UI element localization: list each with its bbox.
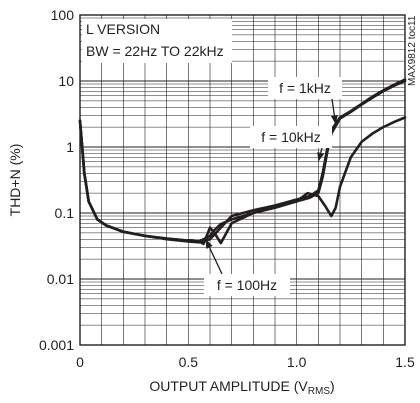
annotation-label-background xyxy=(268,77,342,99)
info-text-box-background xyxy=(82,19,232,63)
y-tick-label: 1 xyxy=(66,139,74,155)
series-group xyxy=(78,78,407,246)
x-axis-title-main: OUTPUT AMPLITUDE (V xyxy=(149,378,308,394)
annotation-label: f = 10kHz xyxy=(261,129,321,145)
annotation-arrowhead xyxy=(205,239,213,249)
x-axis-title: OUTPUT AMPLITUDE (VRMS) xyxy=(149,378,334,397)
annotation-arrowhead xyxy=(317,152,325,162)
x-tick-labels: 0 0.5 1.0 1.5 xyxy=(76,354,415,370)
annotation-label: f = 100Hz xyxy=(217,277,277,293)
y-tick-label: 0.001 xyxy=(39,337,74,353)
annotation-arrowhead xyxy=(330,114,338,125)
annotation-arrow-line xyxy=(331,98,336,116)
figure-id-label: MAX9812 toc11 xyxy=(407,15,418,86)
annotation-label: f = 1kHz xyxy=(279,80,331,96)
y-tick-label: 10 xyxy=(58,73,74,89)
x-tick-label: 0.5 xyxy=(179,354,199,370)
info-text-box: L VERSION BW = 22Hz TO 22kHz xyxy=(82,19,232,63)
plot-frame xyxy=(79,14,406,346)
y-axis-title: THD+N (%) xyxy=(7,144,23,217)
y-tick-label: 0.1 xyxy=(55,205,75,221)
y-tick-label: 0.01 xyxy=(47,271,74,287)
series-line-3 xyxy=(78,79,407,246)
annotation-arrow-line xyxy=(208,247,223,275)
info-text-line-1: L VERSION xyxy=(86,21,160,37)
grid xyxy=(79,14,406,346)
y-tick-label: 100 xyxy=(51,7,75,23)
x-tick-label: 1.0 xyxy=(287,354,307,370)
x-tick-label: 1.5 xyxy=(395,354,415,370)
info-text-line-2: BW = 22Hz TO 22kHz xyxy=(86,43,224,59)
x-axis-title-subscript: RMS xyxy=(308,386,331,397)
series-annotations: f = 1kHz f = 10kHz f = 100Hz xyxy=(204,77,342,296)
x-tick-label: 0 xyxy=(76,354,84,370)
x-axis-title-close: ) xyxy=(330,378,335,394)
annotation-label-background xyxy=(250,126,332,148)
annotation-label-background xyxy=(204,274,290,296)
y-tick-labels: 0.001 0.01 0.1 1 10 100 xyxy=(39,7,74,353)
annotation-arrow-line xyxy=(320,147,323,154)
